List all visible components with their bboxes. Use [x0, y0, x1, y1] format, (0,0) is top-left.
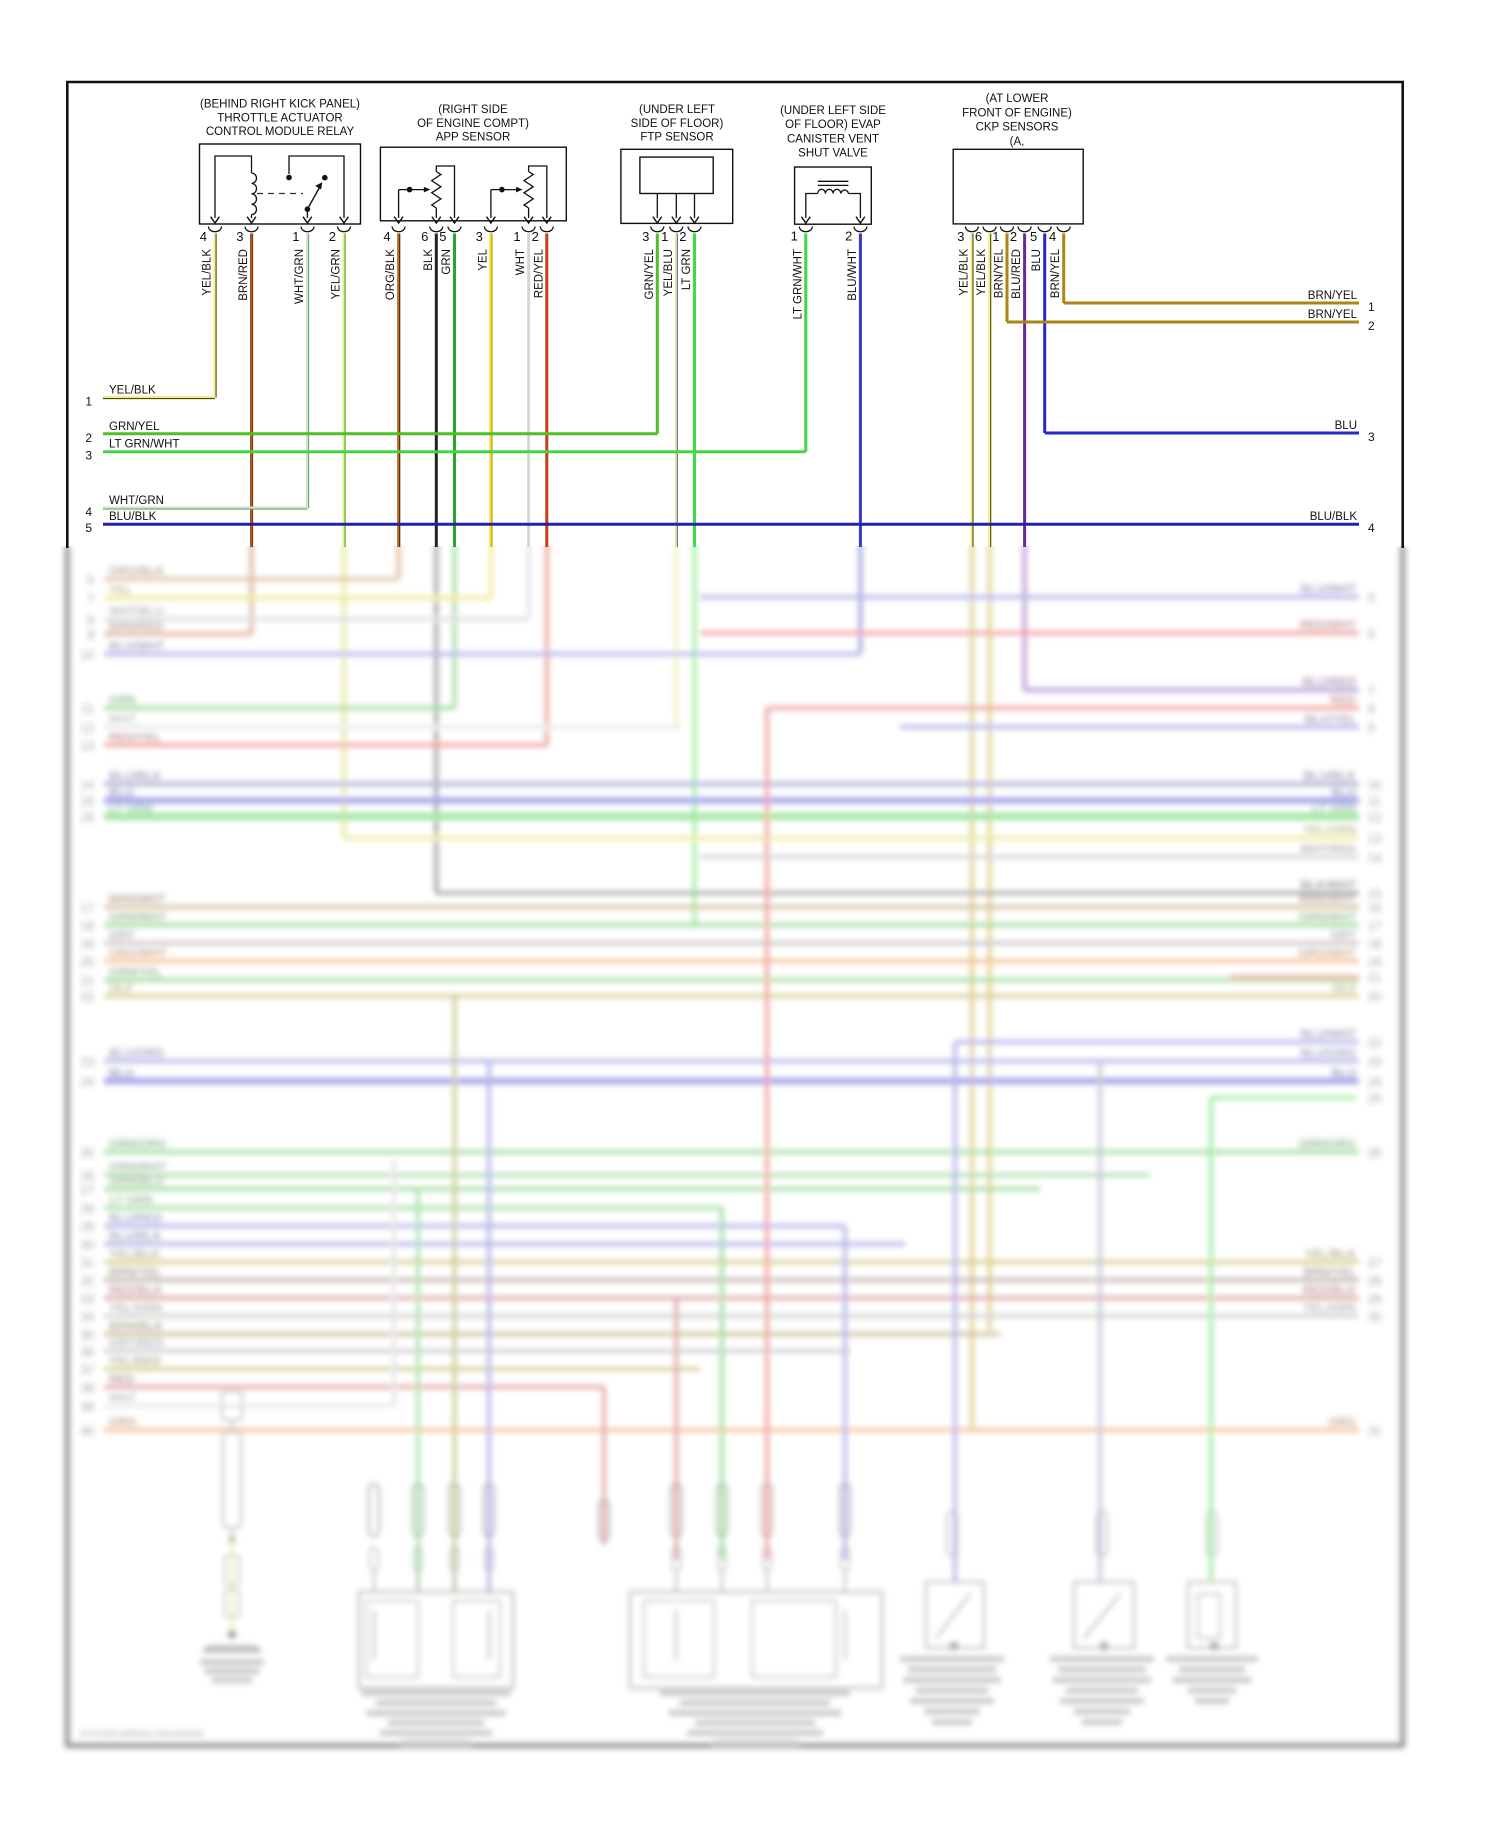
svg-text:SHUT VALVE: SHUT VALVE — [798, 148, 868, 160]
svg-text:1: 1 — [1368, 300, 1375, 314]
svg-text:2: 2 — [85, 431, 92, 445]
svg-text:THROTTLE ACTUATOR: THROTTLE ACTUATOR — [217, 113, 342, 125]
svg-text:2: 2 — [845, 229, 852, 244]
svg-text:(RIGHT SIDE: (RIGHT SIDE — [438, 104, 508, 116]
svg-text:YEL: YEL — [477, 248, 489, 270]
svg-text:(UNDER LEFT SIDE: (UNDER LEFT SIDE — [780, 105, 886, 117]
svg-text:1: 1 — [661, 229, 668, 244]
svg-text:WHT: WHT — [515, 249, 527, 275]
svg-text:BLU/BLK: BLU/BLK — [1310, 511, 1358, 523]
svg-text:3: 3 — [642, 229, 649, 244]
svg-text:4: 4 — [85, 505, 92, 519]
svg-text:YEL/BLK: YEL/BLK — [109, 385, 156, 397]
svg-text:3: 3 — [236, 229, 243, 244]
svg-text:BLU/BLK: BLU/BLK — [109, 511, 157, 523]
svg-text:SIDE OF FLOOR): SIDE OF FLOOR) — [631, 118, 724, 130]
svg-text:6: 6 — [975, 229, 982, 244]
svg-text:BLU/WHT: BLU/WHT — [847, 249, 859, 301]
svg-text:1: 1 — [85, 395, 92, 409]
svg-text:ORG/BLK: ORG/BLK — [385, 249, 397, 300]
svg-text:(AT LOWER: (AT LOWER — [986, 93, 1049, 105]
svg-text:4: 4 — [383, 229, 390, 244]
svg-text:CKP SENSORS: CKP SENSORS — [976, 122, 1059, 134]
svg-text:(UNDER LEFT: (UNDER LEFT — [639, 104, 715, 116]
svg-text:BRN/RED: BRN/RED — [238, 249, 250, 301]
svg-text:2: 2 — [679, 229, 686, 244]
svg-text:CONTROL MODULE RELAY: CONTROL MODULE RELAY — [206, 126, 355, 138]
svg-text:2: 2 — [532, 229, 539, 244]
svg-text:3: 3 — [85, 449, 92, 463]
svg-text:4: 4 — [200, 229, 207, 244]
svg-text:1: 1 — [791, 229, 798, 244]
svg-text:2: 2 — [329, 229, 336, 244]
svg-text:GRN/YEL: GRN/YEL — [109, 421, 160, 433]
svg-text:5: 5 — [439, 229, 446, 244]
svg-text:1: 1 — [992, 229, 999, 244]
svg-text:1: 1 — [513, 229, 520, 244]
svg-text:3: 3 — [957, 229, 964, 244]
svg-text:2: 2 — [1010, 229, 1017, 244]
svg-text:3: 3 — [476, 229, 483, 244]
svg-text:LT GRN/WHT: LT GRN/WHT — [109, 439, 180, 451]
svg-text:YEL/BLK: YEL/BLK — [958, 249, 970, 296]
svg-text:APP SENSOR: APP SENSOR — [436, 132, 511, 144]
svg-text:CANISTER VENT: CANISTER VENT — [787, 133, 879, 145]
svg-text:LT GRN: LT GRN — [681, 249, 693, 290]
svg-text:2: 2 — [1368, 319, 1375, 333]
svg-text:BRN/YEL: BRN/YEL — [994, 248, 1006, 298]
svg-text:YEL/GRN: YEL/GRN — [331, 249, 343, 300]
svg-text:GRN: GRN — [441, 249, 453, 275]
svg-text:BLU: BLU — [1335, 420, 1357, 432]
svg-text:5: 5 — [1030, 229, 1037, 244]
svg-text:BLU: BLU — [1031, 249, 1043, 271]
svg-text:WHT/GRN: WHT/GRN — [294, 249, 306, 304]
svg-text:OF FLOOR) EVAP: OF FLOOR) EVAP — [785, 119, 881, 131]
svg-text:6: 6 — [421, 229, 428, 244]
svg-text:5: 5 — [85, 521, 92, 535]
svg-text:OF ENGINE COMPT): OF ENGINE COMPT) — [417, 118, 529, 130]
svg-text:4: 4 — [1368, 521, 1375, 535]
svg-text:YEL/BLU: YEL/BLU — [663, 249, 675, 296]
svg-text:BRN/YEL: BRN/YEL — [1308, 290, 1358, 302]
svg-text:4: 4 — [1049, 229, 1056, 244]
svg-text:(A,: (A, — [1010, 136, 1025, 148]
svg-text:LT GRN/WHT: LT GRN/WHT — [792, 249, 804, 320]
svg-text:YEL/BLK: YEL/BLK — [202, 249, 214, 296]
svg-text:BLK: BLK — [423, 249, 435, 271]
svg-text:BRN/YEL: BRN/YEL — [1050, 248, 1062, 298]
svg-text:RED/YEL: RED/YEL — [533, 248, 545, 298]
svg-text:(BEHIND RIGHT KICK PANEL): (BEHIND RIGHT KICK PANEL) — [200, 99, 360, 111]
svg-text:FTP SENSOR: FTP SENSOR — [640, 132, 713, 144]
svg-text:BLU/RED: BLU/RED — [1011, 249, 1023, 299]
svg-text:FRONT OF ENGINE): FRONT OF ENGINE) — [962, 107, 1072, 119]
svg-text:GRN/YEL: GRN/YEL — [644, 248, 656, 299]
svg-text:YEL/BLK: YEL/BLK — [976, 249, 988, 296]
svg-text:WHT/GRN: WHT/GRN — [109, 495, 164, 507]
svg-text:BRN/YEL: BRN/YEL — [1308, 309, 1358, 321]
svg-text:3: 3 — [1368, 430, 1375, 444]
svg-text:1: 1 — [292, 229, 299, 244]
